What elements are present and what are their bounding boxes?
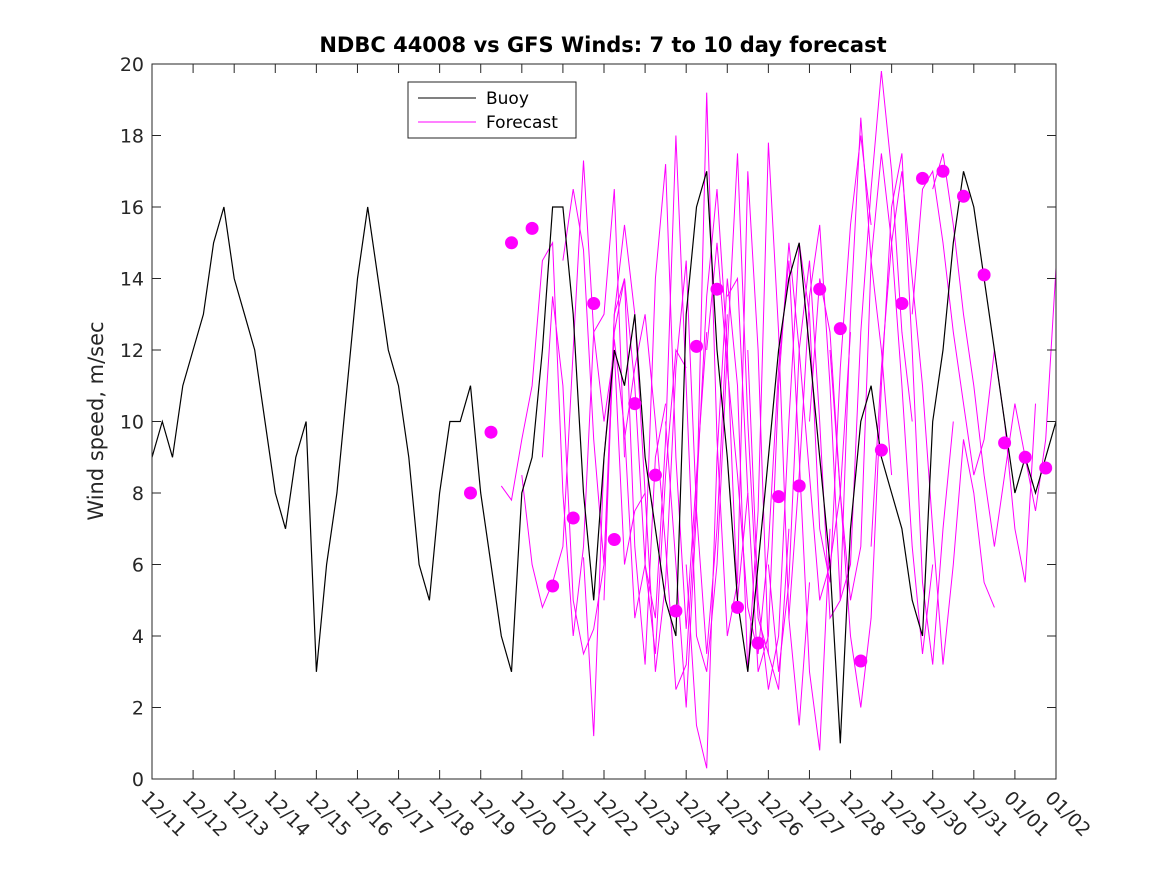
legend-forecast-label: Forecast <box>486 113 558 133</box>
y-tick-label: 18 <box>120 126 144 148</box>
forecast-point <box>998 436 1012 450</box>
y-axis-label: Wind speed, m/sec <box>84 321 108 520</box>
forecast-run-line <box>870 171 995 665</box>
forecast-point <box>874 443 888 457</box>
forecast-point <box>484 425 498 439</box>
legend-buoy-label: Buoy <box>486 89 529 109</box>
forecast-point <box>587 297 601 310</box>
forecast-point <box>525 221 539 235</box>
forecast-point <box>710 282 724 296</box>
forecast-point <box>607 533 621 546</box>
y-tick-label: 20 <box>120 54 144 76</box>
forecast-point <box>916 171 929 185</box>
forecast-point <box>690 339 703 353</box>
y-tick-label: 2 <box>132 698 144 720</box>
forecast-run-line <box>809 153 934 654</box>
forecast-run-line <box>706 242 831 751</box>
forecast-point <box>792 479 806 493</box>
y-tick-label: 0 <box>132 769 144 791</box>
forecast-point <box>648 468 662 482</box>
chart-title: NDBC 44008 vs GFS Winds: 7 to 10 day for… <box>319 33 886 57</box>
y-tick-label: 10 <box>120 412 144 434</box>
forecast-run-line <box>644 135 769 672</box>
forecast-point <box>751 636 765 650</box>
y-tick-label: 4 <box>132 626 144 648</box>
legend-box <box>407 81 577 139</box>
forecast-point <box>813 282 827 296</box>
forecast-point <box>854 654 868 668</box>
forecast-point <box>546 579 560 593</box>
forecast-run-line <box>521 160 646 610</box>
forecast-point <box>669 604 683 618</box>
forecast-run-line <box>747 135 872 690</box>
buoy-line <box>151 171 1057 744</box>
y-tick-label: 8 <box>132 483 144 505</box>
y-tick-label: 12 <box>120 340 144 362</box>
y-tick-label: 14 <box>120 269 144 291</box>
forecast-run-line <box>562 189 687 654</box>
forecast-point <box>731 600 744 614</box>
forecast-point <box>895 297 909 310</box>
forecast-point <box>936 164 950 178</box>
forecast-run-line <box>788 71 913 619</box>
y-tick-label: 6 <box>132 555 144 577</box>
forecast-point <box>833 322 847 336</box>
forecast-run-line <box>911 169 1036 583</box>
forecast-point <box>464 486 477 500</box>
y-tick-label: 16 <box>120 197 144 219</box>
forecast-run-line <box>829 153 954 708</box>
forecast-run-line <box>665 92 790 708</box>
legend: Buoy Forecast <box>407 81 577 139</box>
forecast-run-line <box>500 189 625 637</box>
forecast-point <box>1039 461 1053 475</box>
forecast-run-line <box>932 153 1057 547</box>
buoy-line-group <box>151 171 1057 744</box>
forecast-point <box>505 236 518 250</box>
forecast-point <box>1018 450 1032 464</box>
forecast-point <box>772 490 786 504</box>
forecast-point <box>628 397 642 411</box>
y-axis-ticks: 0 2 4 6 8 10 12 14 16 18 20 <box>120 54 1056 791</box>
forecast-point <box>957 189 970 203</box>
forecast-run-line <box>603 224 728 672</box>
forecast-point <box>977 268 991 282</box>
forecast-point <box>566 511 580 525</box>
forecast-points <box>464 164 1053 668</box>
